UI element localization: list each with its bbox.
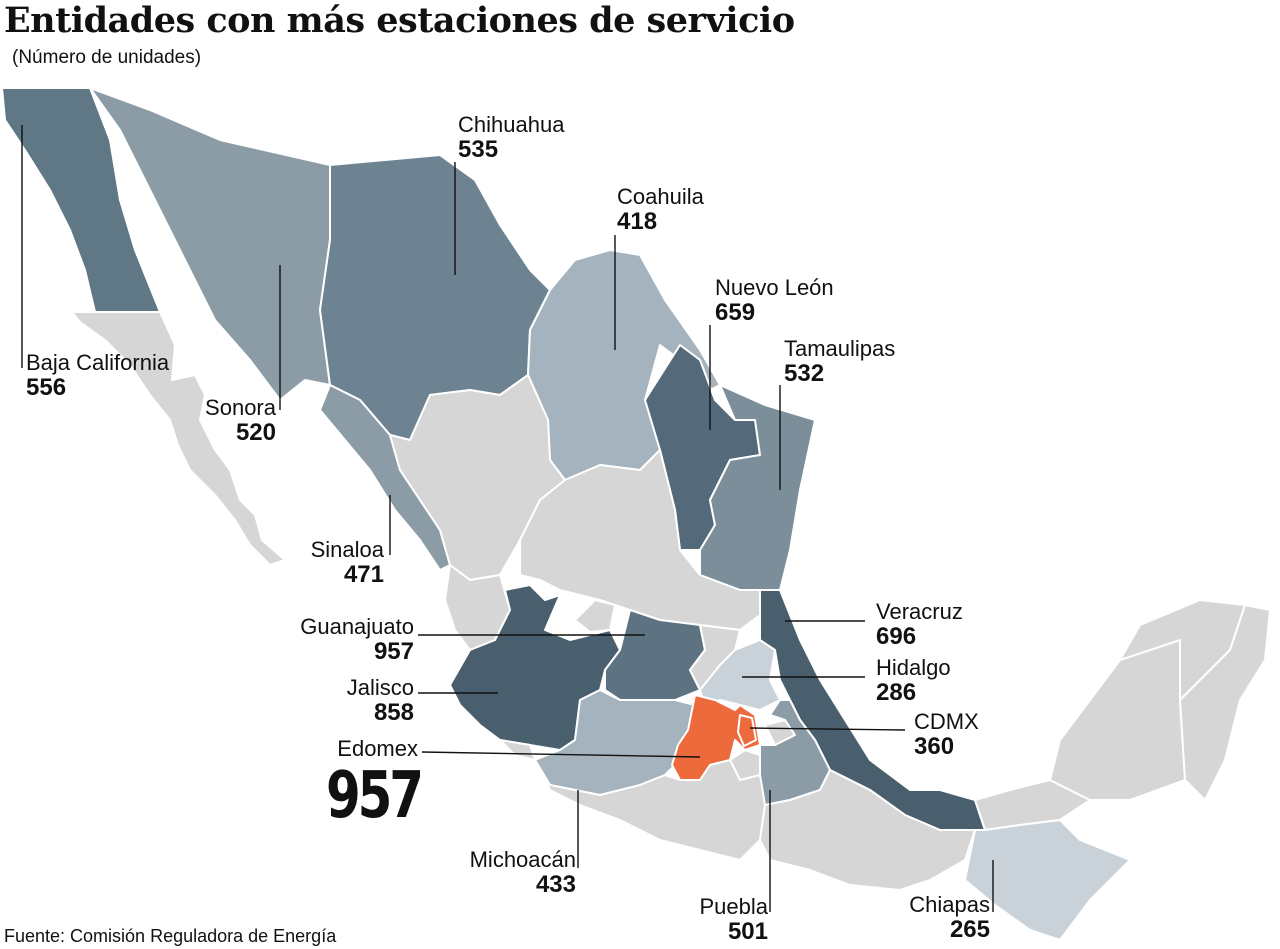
state-oaxaca bbox=[759, 769, 976, 891]
state-name: CDMX bbox=[914, 709, 979, 734]
state-sonora bbox=[89, 87, 331, 401]
state-value: 286 bbox=[876, 679, 917, 706]
label-baja-california: Baja California 556 bbox=[26, 352, 169, 400]
state-value: 696 bbox=[876, 623, 917, 650]
state-value: 532 bbox=[784, 360, 825, 387]
state-name: Veracruz bbox=[876, 599, 963, 624]
state-value: 659 bbox=[715, 299, 756, 326]
label-puebla: Puebla 501 bbox=[670, 896, 768, 944]
state-value-large: 957 bbox=[325, 759, 424, 833]
state-name: Nuevo León bbox=[715, 275, 834, 300]
state-name: Coahuila bbox=[617, 184, 704, 209]
state-chiapas bbox=[964, 819, 1131, 941]
label-jalisco: Jalisco 858 bbox=[300, 677, 414, 725]
state-baja-california bbox=[1, 87, 161, 313]
leader-edomex bbox=[421, 751, 701, 758]
label-edomex: Edomex 957 bbox=[300, 736, 424, 833]
state-value: 957 bbox=[373, 638, 414, 665]
label-sonora: Sonora 520 bbox=[186, 397, 276, 445]
label-cdmx: CDMX 360 bbox=[914, 711, 979, 759]
state-value: 418 bbox=[617, 208, 658, 235]
map-title: Entidades con más estaciones de servicio bbox=[4, 0, 795, 41]
state-name: Sinaloa bbox=[310, 537, 384, 562]
state-baja-california-sur bbox=[71, 311, 286, 566]
state-tamaulipas bbox=[699, 384, 816, 591]
state-value: 501 bbox=[727, 918, 768, 945]
state-name: Chiapas bbox=[909, 892, 990, 917]
source-note: Fuente: Comisión Reguladora de Energía bbox=[4, 926, 337, 946]
state-name: Puebla bbox=[699, 894, 768, 919]
state-guerrero bbox=[534, 759, 766, 861]
label-sinaloa: Sinaloa 471 bbox=[290, 539, 384, 587]
state-name: Baja California bbox=[26, 350, 170, 375]
state-name: Sonora bbox=[205, 395, 276, 420]
state-name: Chihuahua bbox=[458, 112, 565, 137]
state-name: Jalisco bbox=[346, 675, 414, 700]
state-value: 535 bbox=[458, 136, 499, 163]
label-veracruz: Veracruz 696 bbox=[876, 601, 963, 649]
leader-cdmx bbox=[749, 727, 906, 731]
label-michoacan: Michoacán 433 bbox=[430, 849, 576, 897]
state-value: 556 bbox=[26, 374, 67, 401]
map-subtitle: (Número de unidades) bbox=[12, 47, 202, 68]
state-aguascalientes bbox=[574, 599, 616, 633]
state-name: Edomex bbox=[337, 736, 418, 761]
label-hidalgo: Hidalgo 286 bbox=[876, 657, 951, 705]
state-value: 471 bbox=[343, 561, 384, 588]
state-guanajuato bbox=[604, 609, 706, 701]
state-name: Guanajuato bbox=[300, 614, 414, 639]
state-name: Tamaulipas bbox=[784, 336, 896, 361]
state-value: 360 bbox=[914, 733, 955, 760]
state-name: Hidalgo bbox=[876, 655, 951, 680]
state-value: 858 bbox=[373, 699, 414, 726]
label-chiapas: Chiapas 265 bbox=[880, 894, 990, 942]
state-campeche bbox=[1049, 639, 1186, 801]
label-chihuahua: Chihuahua 535 bbox=[458, 114, 564, 162]
state-edomex bbox=[671, 694, 761, 781]
state-value: 520 bbox=[235, 419, 276, 446]
state-value: 265 bbox=[949, 916, 990, 943]
label-coahuila: Coahuila 418 bbox=[617, 186, 704, 234]
state-cdmx bbox=[737, 714, 757, 747]
state-value: 433 bbox=[535, 871, 576, 898]
label-nuevo-leon: Nuevo León 659 bbox=[715, 277, 834, 325]
state-quintana-roo bbox=[1179, 604, 1271, 801]
state-name: Michoacán bbox=[469, 847, 576, 872]
label-guanajuato: Guanajuato 957 bbox=[270, 616, 414, 664]
label-tamaulipas: Tamaulipas 532 bbox=[784, 338, 895, 386]
